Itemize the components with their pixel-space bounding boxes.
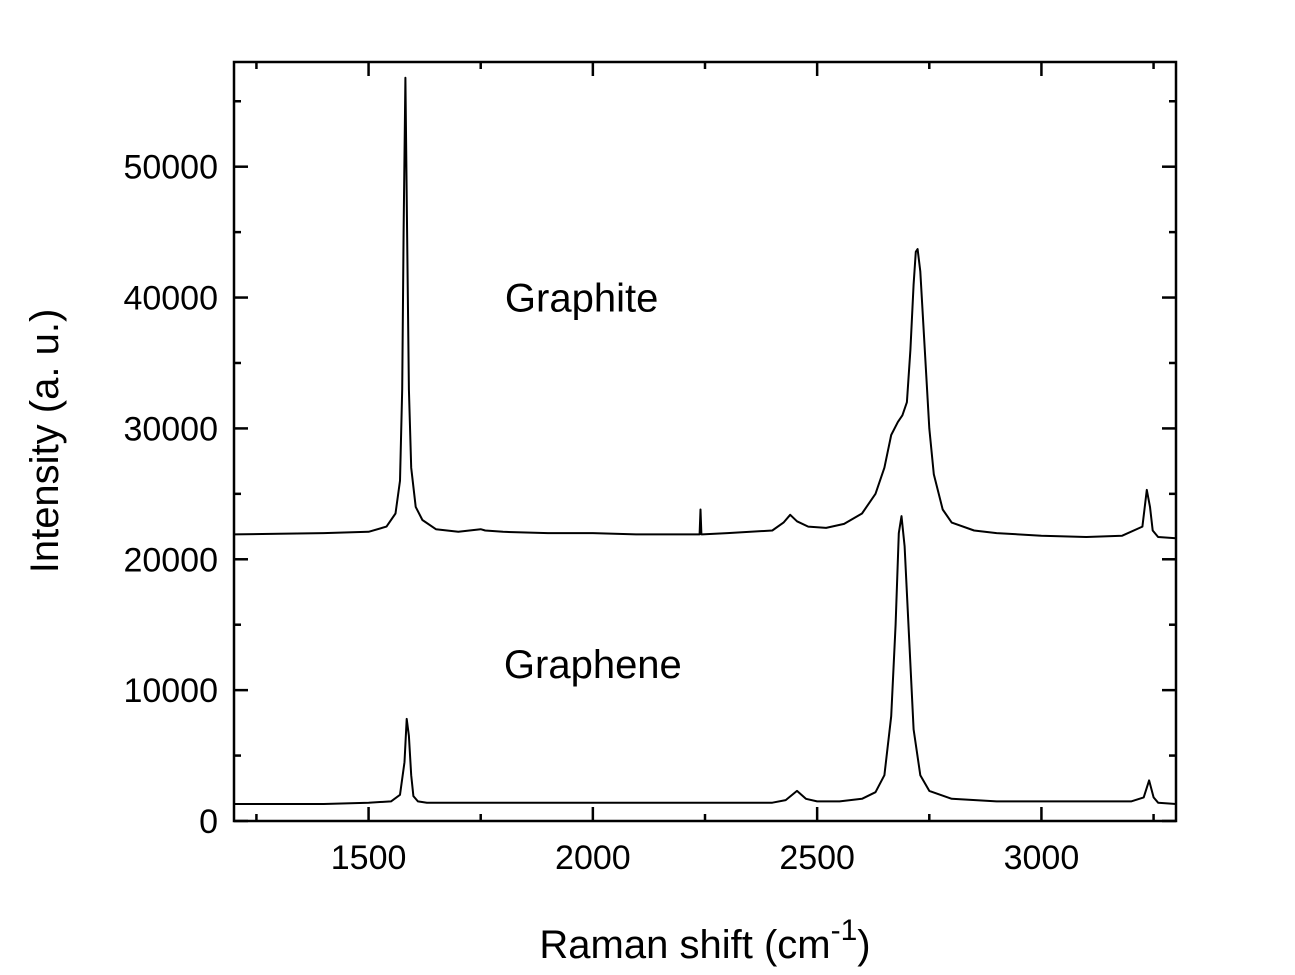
x-tick-label: 2500 [779,839,855,877]
series-line-0 [233,76,1177,540]
y-tick-label: 50000 [123,149,218,187]
x-axis-title-suffix: ) [857,923,870,967]
y-tick-label: 40000 [123,280,218,318]
y-tick-label: 30000 [123,410,218,448]
plot-frame [232,60,1178,823]
y-tick-label: 20000 [123,541,218,579]
annotation-graphene: Graphene [504,643,682,687]
x-tick-label: 2000 [555,839,631,877]
y-tick-label: 10000 [123,672,218,710]
series-layer [233,76,1177,805]
annotation-graphite: Graphite [505,277,658,321]
x-axis-title-main: Raman shift (cm [539,923,830,967]
x-axis-title: Raman shift (cm-1) [539,914,870,967]
x-axis-title-superscript: -1 [831,914,858,947]
x-tick-label: 3000 [1004,839,1080,877]
y-axis-title: Intensity (a. u.) [23,309,67,574]
tick-labels-layer: 1500 2000 2500 3000010000200003000040000500… [123,149,1079,877]
x-tick-label: 1500 [331,839,407,877]
series-line-1 [234,515,1177,805]
ticks-layer [234,62,1176,823]
y-tick-label: 0 [199,803,218,841]
